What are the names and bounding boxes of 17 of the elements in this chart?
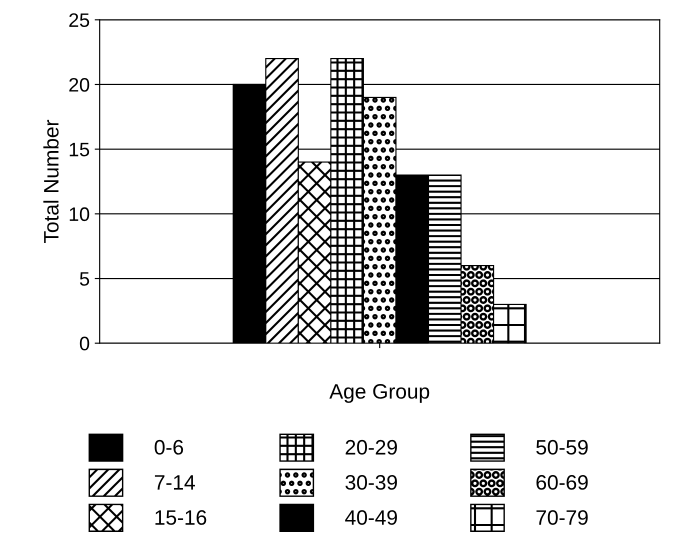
legend-label: 50-59 bbox=[536, 440, 588, 455]
y-tick-label: 25 bbox=[69, 13, 90, 28]
y-tick-label: 15 bbox=[70, 142, 90, 156]
legend-label: 70-79 bbox=[536, 510, 588, 525]
legend-label: 7-14 bbox=[154, 475, 195, 490]
legend-label: 60-69 bbox=[536, 475, 588, 490]
legend-label: 20-29 bbox=[346, 440, 397, 455]
x-axis-title: Age Group bbox=[329, 384, 430, 403]
y-axis-title: Total Number bbox=[43, 120, 59, 243]
legend-label: 40-49 bbox=[345, 510, 397, 525]
legend-label: 30-39 bbox=[345, 475, 397, 490]
legend-label: 15-16 bbox=[155, 510, 206, 525]
legend-label: 0-6 bbox=[154, 440, 184, 455]
y-tick-label: 20 bbox=[69, 78, 90, 92]
y-tick-label: 10 bbox=[70, 207, 90, 222]
y-tick-label: 5 bbox=[80, 272, 90, 286]
y-tick-label: 0 bbox=[80, 336, 90, 350]
